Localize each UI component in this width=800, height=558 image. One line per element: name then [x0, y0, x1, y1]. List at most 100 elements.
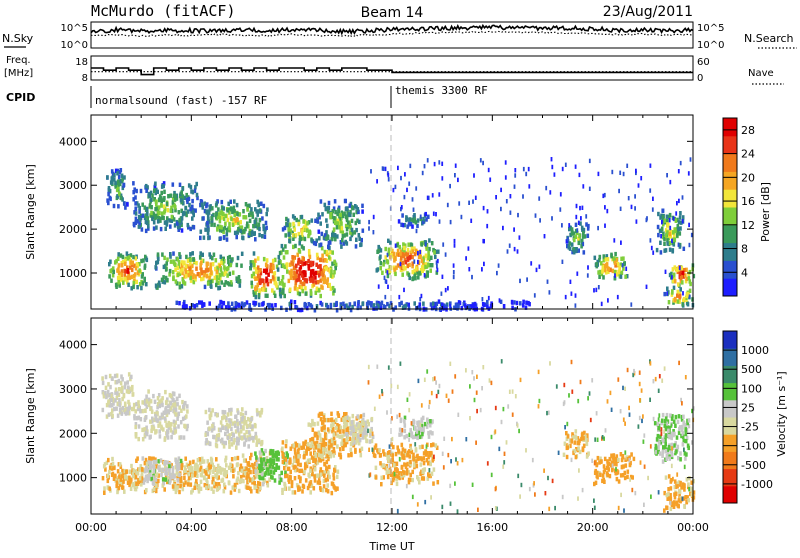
heatmap-cell — [335, 418, 338, 422]
heatmap-cell — [525, 448, 527, 452]
heatmap-cell — [360, 453, 363, 457]
heatmap-cell — [404, 429, 407, 433]
heatmap-cell — [583, 431, 586, 435]
heatmap-cell — [617, 377, 619, 381]
heatmap-cell — [266, 207, 269, 211]
heatmap-cell — [228, 445, 231, 449]
heatmap-cell — [163, 198, 166, 202]
heatmap-cell — [253, 251, 256, 255]
heatmap-cell — [669, 248, 672, 252]
heatmap-cell — [283, 255, 286, 259]
heatmap-cell — [416, 429, 419, 433]
heatmap-cell — [419, 255, 422, 259]
heatmap-cell — [569, 247, 572, 251]
heatmap-cell — [219, 236, 222, 240]
heatmap-cell — [654, 421, 657, 425]
heatmap-cell — [340, 245, 343, 249]
heatmap-cell — [279, 288, 282, 292]
heatmap-cell — [438, 160, 440, 164]
heatmap-cell — [201, 457, 204, 461]
heatmap-cell — [130, 375, 133, 379]
heatmap-cell — [145, 488, 148, 492]
heatmap-cell — [390, 384, 392, 388]
heatmap-cell — [118, 398, 121, 402]
heatmap-cell — [245, 420, 248, 424]
heatmap-cell — [137, 437, 140, 441]
heatmap-cell — [611, 468, 614, 472]
heatmap-cell — [628, 196, 630, 200]
freq-panel: Freq. [MHz] 18 8 60 0 Nave — [4, 55, 784, 84]
heatmap-cell — [104, 391, 107, 395]
heatmap-cell — [399, 252, 402, 256]
heatmap-cell — [184, 469, 187, 473]
heatmap-cell — [226, 208, 229, 212]
heatmap-cell — [140, 286, 143, 290]
heatmap-cell — [483, 206, 485, 210]
heatmap-cell — [670, 479, 673, 483]
heatmap-cell — [406, 484, 408, 488]
heatmap-cell — [163, 190, 166, 194]
heatmap-cell — [482, 161, 484, 165]
heatmap-cell — [130, 464, 133, 468]
heatmap-cell — [170, 209, 173, 213]
heatmap-cell — [135, 266, 138, 270]
heatmap-cell — [188, 203, 191, 207]
heatmap-cell — [441, 292, 443, 296]
heatmap-cell — [669, 213, 672, 217]
heatmap-cell — [676, 484, 679, 488]
heatmap-cell — [418, 480, 421, 484]
heatmap-cell — [328, 206, 331, 210]
heatmap-cell — [311, 305, 314, 309]
heatmap-cell — [267, 471, 270, 475]
heatmap-cell — [200, 230, 203, 234]
heatmap-cell — [188, 266, 191, 270]
heatmap-cell — [118, 486, 121, 490]
heatmap-cell — [449, 304, 451, 308]
heatmap-cell — [259, 413, 262, 417]
heatmap-cell — [528, 167, 530, 171]
heatmap-cell — [342, 302, 345, 306]
heatmap-cell — [141, 274, 144, 278]
heatmap-cell — [223, 482, 226, 486]
heatmap-cell — [453, 270, 455, 274]
heatmap-cell — [212, 470, 215, 474]
heatmap-cell — [450, 502, 452, 506]
heatmap-cell — [140, 189, 143, 193]
heatmap-cell — [105, 375, 108, 379]
heatmap-cell — [594, 506, 596, 510]
heatmap-cell — [263, 457, 266, 461]
heatmap-cell — [292, 443, 295, 447]
heatmap-cell — [611, 170, 613, 174]
heatmap-cell — [306, 221, 309, 225]
heatmap-cell — [595, 463, 598, 467]
heatmap-cell — [208, 408, 211, 412]
heatmap-cell — [289, 223, 292, 227]
heatmap-cell — [149, 203, 152, 207]
heatmap-cell — [329, 240, 332, 244]
heatmap-cell — [357, 424, 360, 428]
cpid-entry-0: normalsound (fast) -157 RF — [95, 94, 267, 107]
heatmap-cell — [175, 408, 178, 412]
heatmap-cell — [454, 243, 456, 247]
heatmap-cell — [675, 219, 678, 223]
heatmap-cell — [308, 249, 311, 253]
heatmap-cell — [421, 432, 424, 436]
heatmap-cell — [538, 196, 540, 200]
heatmap-cell — [670, 486, 673, 490]
heatmap-cell — [199, 251, 202, 255]
heatmap-cell — [549, 361, 551, 365]
heatmap-cell — [624, 450, 626, 454]
heatmap-cell — [534, 293, 536, 297]
heatmap-cell — [325, 478, 328, 482]
heatmap-cell — [121, 174, 124, 178]
heatmap-cell — [667, 487, 670, 491]
heatmap-cell — [176, 485, 179, 489]
heatmap-cell — [675, 268, 678, 272]
heatmap-cell — [283, 482, 286, 486]
heatmap-cell — [623, 172, 625, 176]
heatmap-cell — [125, 411, 128, 415]
heatmap-cell — [227, 266, 230, 270]
heatmap-cell — [236, 437, 239, 441]
heatmap-cell — [503, 407, 505, 411]
heatmap-cell — [677, 282, 680, 286]
